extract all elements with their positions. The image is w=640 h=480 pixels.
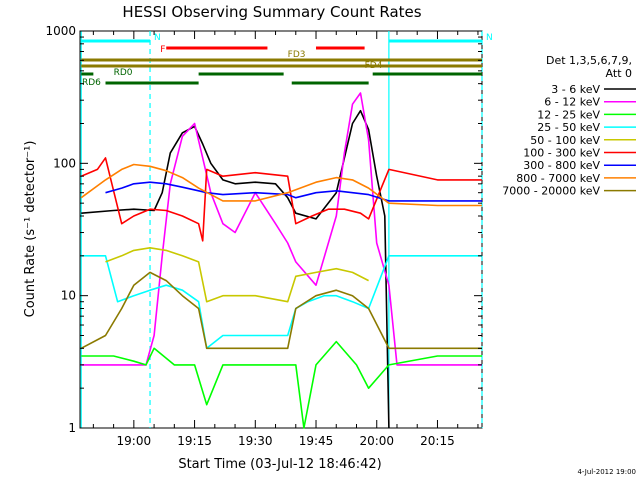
legend-header-line-2: Att 0 bbox=[606, 67, 632, 80]
x-tick-label: 19:30 bbox=[238, 434, 273, 448]
x-tick-label: 19:15 bbox=[177, 434, 212, 448]
y-axis-label: Count Rate (s⁻¹ detector⁻¹) bbox=[23, 141, 38, 318]
x-tick-label: 19:00 bbox=[117, 434, 152, 448]
series-line bbox=[81, 92, 482, 366]
chart-title: HESSI Observing Summary Count Rates bbox=[122, 3, 421, 21]
series-line bbox=[80, 157, 482, 242]
y-tick-label: 1000 bbox=[45, 24, 76, 38]
axes: 19:00 19:15 19:30 19:45 20:00 20:15 1 10 100 1000 bbox=[45, 24, 482, 448]
legend-label: 3 - 6 keV bbox=[551, 83, 600, 96]
x-tick-label: 20:00 bbox=[359, 434, 394, 448]
mode-bar-label: RD6 bbox=[82, 78, 101, 88]
mode-bar-label: F bbox=[160, 45, 165, 55]
series-line bbox=[81, 109, 390, 429]
x-axis-label: Start Time (03-Jul-12 18:46:42) bbox=[178, 457, 381, 472]
legend-header-line-1: Det 1,3,5,6,7,9, bbox=[546, 54, 632, 67]
legend-label: 300 - 800 keV bbox=[523, 159, 600, 172]
legend-label: 7000 - 20000 keV bbox=[502, 185, 600, 198]
legend-label: 6 - 12 keV bbox=[544, 96, 600, 109]
y-tick-label: 1 bbox=[68, 421, 76, 435]
legend-label: 50 - 100 keV bbox=[530, 134, 600, 147]
y-tick-label: 10 bbox=[61, 289, 76, 303]
mode-bar-label: N bbox=[486, 33, 493, 43]
mode-bar-label: FD4 bbox=[365, 61, 383, 71]
series-line bbox=[81, 340, 482, 429]
footer-date: 4-Jul-2012 19:00 bbox=[577, 468, 636, 476]
series-line bbox=[80, 163, 482, 207]
plot-frame bbox=[79, 30, 483, 429]
series-line bbox=[105, 247, 369, 303]
mode-bar-label: N bbox=[154, 33, 161, 43]
y-tick-label: 100 bbox=[53, 156, 76, 170]
legend-label: 25 - 50 keV bbox=[537, 121, 600, 134]
x-tick-label: 19:45 bbox=[299, 434, 334, 448]
mode-bar-label: RD0 bbox=[114, 68, 133, 78]
mode-bar-label: FD3 bbox=[288, 50, 306, 60]
series-line bbox=[80, 271, 482, 350]
series-line bbox=[105, 181, 482, 202]
legend-label: 12 - 25 keV bbox=[537, 108, 600, 121]
series-line bbox=[81, 255, 482, 350]
series-lines bbox=[80, 92, 482, 429]
legend-label: 100 - 300 keV bbox=[523, 147, 600, 160]
legend-label: 800 - 7000 keV bbox=[516, 172, 600, 185]
x-tick-label: 20:15 bbox=[420, 434, 455, 448]
